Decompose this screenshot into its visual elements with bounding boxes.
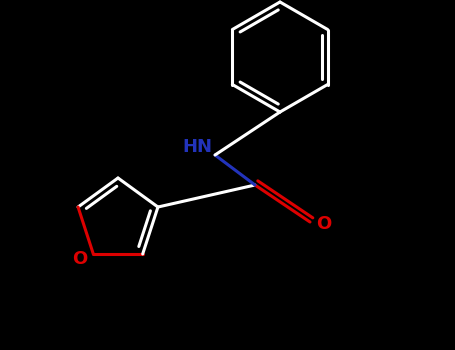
Text: O: O [72,250,87,268]
Text: O: O [316,215,332,233]
Text: HN: HN [182,138,212,156]
